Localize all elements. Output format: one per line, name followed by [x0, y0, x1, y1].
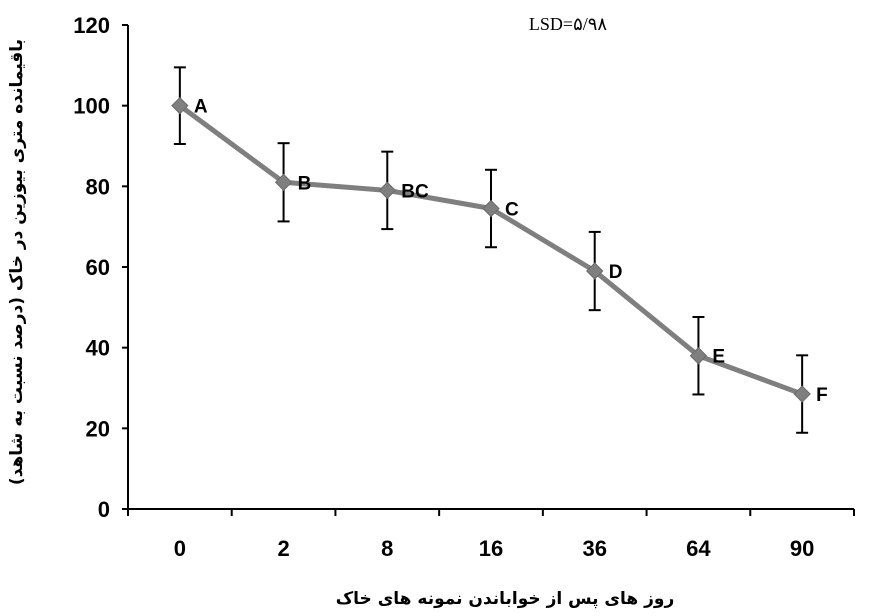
- data-point: [274, 173, 293, 192]
- point-label: F: [816, 385, 828, 406]
- series-line-group: [178, 103, 804, 397]
- y-tick-label: 20: [86, 416, 110, 441]
- y-tick-label: 0: [98, 497, 110, 522]
- data-point: [482, 199, 500, 218]
- data-point: [378, 181, 396, 200]
- data-point: [171, 96, 189, 115]
- lsd-annotation: LSD=۵/۹۸: [529, 14, 607, 34]
- point-label: D: [609, 262, 623, 283]
- data-point: [793, 385, 811, 403]
- x-tick-label: 2: [277, 536, 289, 561]
- point-label: C: [505, 200, 519, 221]
- point-label: E: [712, 347, 725, 368]
- data-markers: [171, 96, 811, 403]
- y-tick-label: 120: [73, 13, 110, 38]
- data-point: [586, 262, 604, 280]
- data-point: [689, 347, 708, 365]
- x-tick-label: 8: [381, 536, 393, 561]
- x-tick-label: 64: [686, 536, 711, 561]
- point-label: B: [298, 173, 312, 194]
- x-tick-label: 16: [479, 536, 503, 561]
- y-axis-title: باقیمانده متری بیوزین در خاک (درصد نسبت …: [7, 39, 27, 485]
- x-tick-label: 36: [582, 536, 606, 561]
- point-labels: A B BC C D E F: [194, 97, 828, 406]
- y-tick-label: 100: [73, 94, 110, 119]
- series-line: [178, 103, 804, 397]
- x-tick-label: 90: [790, 536, 814, 561]
- point-label: BC: [401, 181, 429, 202]
- x-axis-ticks: 0 2 8 16 36 64 90: [127, 509, 855, 561]
- x-axis-title: روز های پس از خواباندن نمونه های خاک: [336, 589, 675, 609]
- axes: [127, 25, 854, 510]
- x-tick-label: 0: [174, 536, 186, 561]
- y-tick-label: 40: [86, 336, 110, 361]
- error-bars: [173, 66, 809, 434]
- point-label: A: [194, 97, 208, 118]
- y-axis-ticks: 0 20 40 60 80 100 120: [73, 13, 128, 522]
- y-tick-label: 60: [86, 255, 110, 280]
- y-tick-label: 80: [86, 174, 110, 199]
